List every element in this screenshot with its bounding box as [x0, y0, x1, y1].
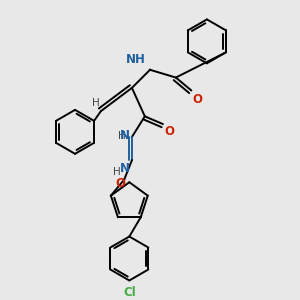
Text: NH: NH [126, 53, 146, 66]
Text: O: O [193, 93, 203, 106]
Text: Cl: Cl [123, 286, 136, 298]
Text: O: O [116, 177, 125, 190]
Text: O: O [164, 125, 174, 138]
Text: H: H [112, 167, 120, 177]
Text: N: N [120, 162, 130, 175]
Text: N: N [120, 129, 130, 142]
Text: H: H [92, 98, 100, 108]
Text: H: H [118, 131, 126, 141]
